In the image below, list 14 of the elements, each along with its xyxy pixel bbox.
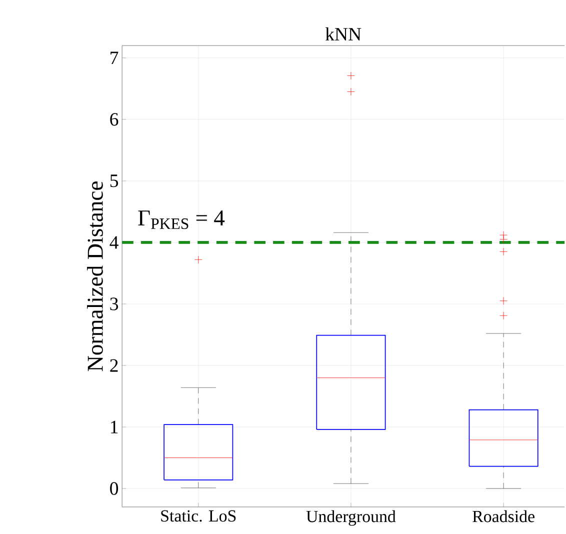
y-tick-label: 2	[110, 359, 118, 372]
x-tick-label: Underground	[306, 510, 396, 526]
x-tick-label: Static. LoS	[161, 510, 236, 522]
y-tick-label: 4	[110, 236, 118, 249]
y-tick-label: 1	[111, 420, 118, 434]
y-tick-label: 0	[110, 482, 118, 495]
y-tick-label: 7	[110, 52, 118, 64]
x-tick-label: Roadside	[472, 510, 534, 522]
y-tick-label: 3	[110, 298, 118, 310]
y-tick-label: 6	[110, 113, 118, 126]
y-axis-title: Normalized Distance	[87, 182, 103, 372]
ref-line-label: Γ$_{PKES}$ = 4	[138, 210, 225, 230]
chart-title: kNN	[325, 27, 362, 40]
y-tick-label: 5	[110, 174, 118, 188]
